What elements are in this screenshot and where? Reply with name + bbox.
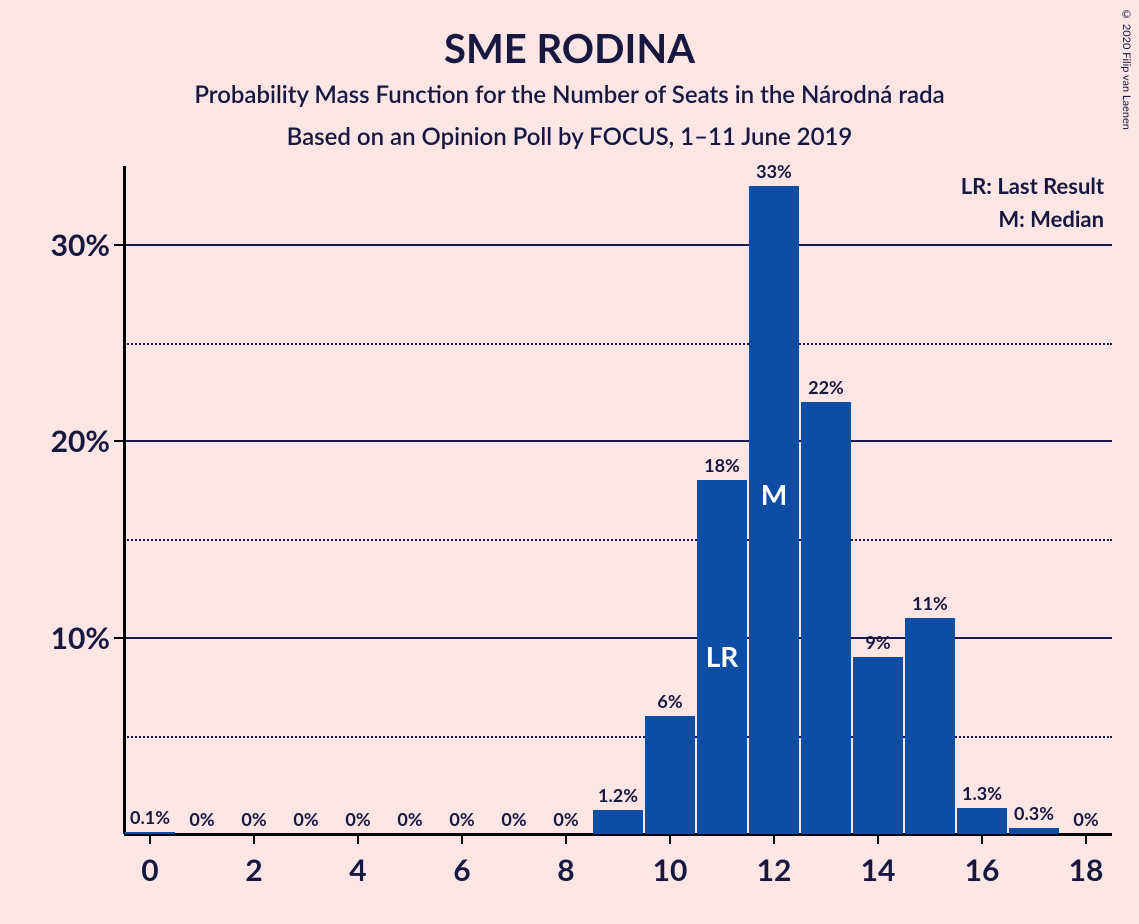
bar-value-label: 0% [501, 808, 526, 834]
bar-value-label: 18% [704, 454, 740, 480]
bar [853, 657, 904, 834]
legend: LR: Last Result M: Median [961, 172, 1104, 238]
bar-value-label: 0% [449, 808, 474, 834]
legend-line: LR: Last Result [961, 172, 1104, 199]
bar-value-label: 0% [241, 808, 266, 834]
bar-value-label: 22% [808, 376, 844, 402]
bar-annotation: M [761, 477, 787, 511]
bar [593, 810, 644, 834]
bar-value-label: 1.2% [598, 784, 638, 810]
bar [125, 832, 176, 834]
y-tick-label: 30% [51, 227, 124, 263]
chart-subtitle-1: Probability Mass Function for the Number… [0, 80, 1139, 109]
y-tick-mark [114, 244, 124, 246]
gridline-minor [124, 539, 1112, 541]
plot-area: LR: Last ResultM: Median 10%20%30%024681… [124, 166, 1112, 834]
x-tick-mark [461, 834, 463, 844]
gridline-major [124, 244, 1112, 246]
x-tick-mark [669, 834, 671, 844]
y-tick-mark [114, 637, 124, 639]
x-tick-mark [565, 834, 567, 844]
bar-value-label: 6% [657, 690, 682, 716]
bar-value-label: 0.1% [130, 806, 170, 832]
gridline-minor [124, 736, 1112, 738]
y-tick-label: 20% [51, 423, 124, 459]
legend-line: M: Median [961, 205, 1104, 232]
bar-value-label: 0% [189, 808, 214, 834]
gridline-major [124, 440, 1112, 442]
x-tick-mark [981, 834, 983, 844]
y-axis [123, 166, 126, 834]
y-tick-mark [114, 440, 124, 442]
bar-value-label: 9% [865, 631, 890, 657]
chart-title: SME RODINA [0, 24, 1139, 72]
copyright-text: © 2020 Filip van Laenen [1120, 8, 1133, 130]
gridline-major [124, 637, 1112, 639]
bar-value-label: 0.3% [1014, 802, 1054, 828]
bar-value-label: 0% [293, 808, 318, 834]
x-tick-mark [149, 834, 151, 844]
y-tick-label: 10% [51, 620, 124, 656]
x-tick-mark [253, 834, 255, 844]
bar-value-label: 11% [912, 592, 948, 618]
bar [801, 402, 852, 834]
bar [1009, 828, 1060, 834]
gridline-minor [124, 343, 1112, 345]
bar-value-label: 0% [397, 808, 422, 834]
bar-value-label: 33% [756, 160, 792, 186]
x-tick-mark [773, 834, 775, 844]
x-tick-mark [357, 834, 359, 844]
bar-annotation: LR [706, 639, 739, 673]
bar-value-label: 0% [553, 808, 578, 834]
bar-value-label: 0% [345, 808, 370, 834]
x-tick-mark [1085, 834, 1087, 844]
x-tick-mark [877, 834, 879, 844]
bar [957, 808, 1008, 834]
bar-value-label: 0% [1073, 808, 1098, 834]
bar-value-label: 1.3% [962, 782, 1002, 808]
bar [905, 618, 956, 834]
chart-subtitle-2: Based on an Opinion Poll by FOCUS, 1–11 … [0, 122, 1139, 151]
bar [645, 716, 696, 834]
